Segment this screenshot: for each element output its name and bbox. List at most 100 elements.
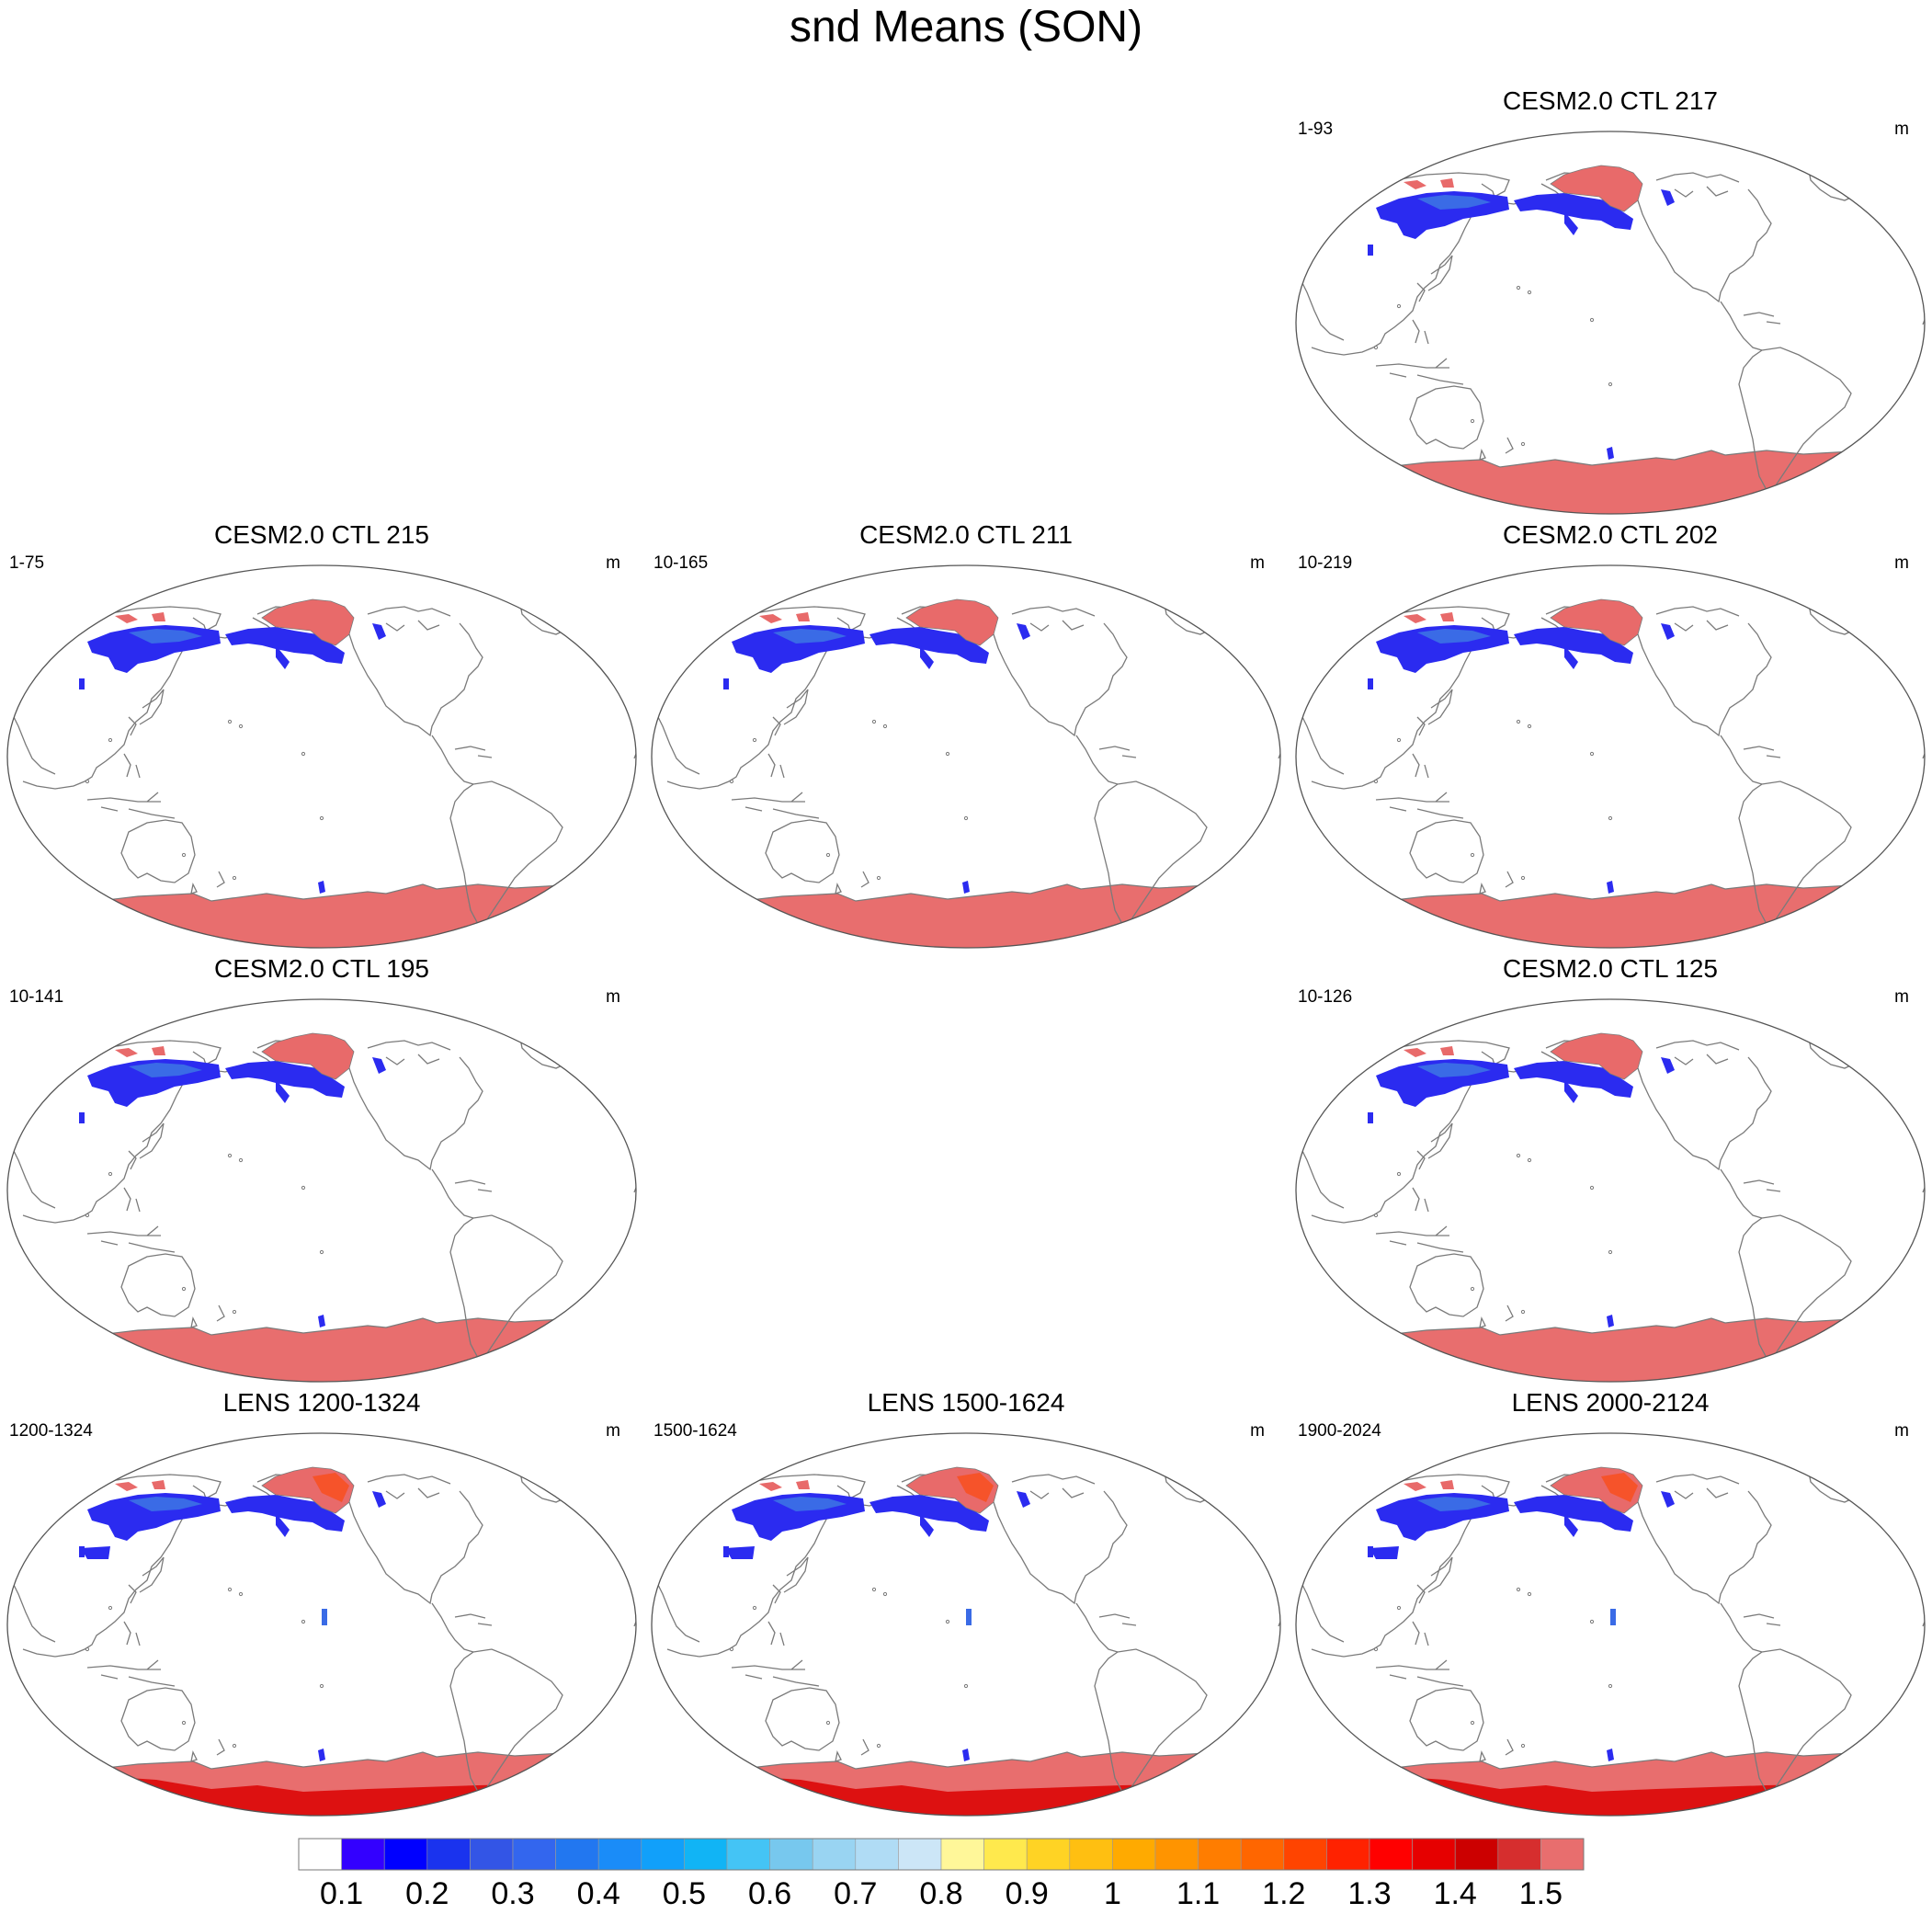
panel-unit: m	[1894, 120, 1909, 139]
panel-year-range: 10-141	[9, 987, 64, 1007]
coastlines	[8, 592, 636, 925]
panel-year-range: 1-93	[1298, 120, 1334, 139]
colorbar-swatch	[1069, 1838, 1113, 1871]
colorbar-swatch	[1326, 1838, 1370, 1871]
snow-depth-field	[1368, 598, 1675, 894]
colorbar-tick-label: 0.1	[320, 1876, 363, 1911]
robinson-map	[1295, 131, 1926, 515]
panel-title: LENS 2000-2124	[1511, 1388, 1710, 1417]
colorbar-tick-label: 0.6	[748, 1876, 791, 1911]
robinson-map	[1295, 564, 1926, 949]
colorbar-swatch	[512, 1838, 556, 1871]
colorbar-tick-label: 0.5	[663, 1876, 706, 1911]
colorbar-swatch	[1540, 1838, 1585, 1871]
snow-depth-field	[79, 1466, 386, 1761]
panel-unit: m	[1894, 987, 1909, 1007]
colorbar-swatch	[426, 1838, 471, 1871]
colorbar-tick-label: 0.3	[491, 1876, 534, 1911]
snow-depth-field	[1368, 1466, 1675, 1761]
snow-depth-field	[79, 1032, 386, 1327]
snow-depth-field	[79, 598, 386, 894]
panel-title: CESM2.0 CTL 202	[1503, 520, 1718, 549]
colorbar-swatch	[1154, 1838, 1199, 1871]
colorbar-swatch	[1454, 1838, 1499, 1871]
map-panel: CESM2.0 CTL 215 1-75 m	[0, 520, 643, 952]
panel-year-range: 1200-1324	[9, 1421, 93, 1441]
panel-unit: m	[606, 553, 620, 573]
colorbar-tick-label: 0.2	[405, 1876, 449, 1911]
colorbar-swatch	[940, 1838, 984, 1871]
map-panel: CESM2.0 CTL 202 10-219 m	[1289, 520, 1932, 952]
colorbar-swatch	[1369, 1838, 1413, 1871]
panel-title: CESM2.0 CTL 195	[214, 954, 429, 983]
panel-year-range: 1-75	[9, 553, 45, 573]
robinson-map	[651, 564, 1281, 949]
panel-unit: m	[1250, 1421, 1265, 1441]
colorbar-swatch	[597, 1838, 642, 1871]
map-panel: LENS 1500-1624 1500-1624 m	[644, 1388, 1288, 1820]
panel-title: CESM2.0 CTL 211	[859, 520, 1073, 549]
map-panel: LENS 2000-2124 1900-2024 m	[1289, 1388, 1932, 1820]
panel-year-range: 10-165	[653, 553, 709, 573]
panel-title: CESM2.0 CTL 217	[1503, 86, 1718, 115]
panel-unit: m	[1250, 553, 1265, 573]
colorbar-tick-label: 0.4	[577, 1876, 620, 1911]
robinson-map	[651, 1432, 1281, 1817]
colorbar-tick-label: 0.7	[834, 1876, 877, 1911]
robinson-map	[6, 1432, 637, 1817]
colorbar-tick-label: 1.4	[1434, 1876, 1477, 1911]
robinson-map	[1295, 998, 1926, 1383]
colorbar-swatch	[298, 1838, 342, 1871]
figure-title: snd Means (SON)	[789, 3, 1143, 51]
colorbar-swatch	[1283, 1838, 1327, 1871]
colorbar-swatch	[1026, 1838, 1071, 1871]
colorbar-swatch	[726, 1838, 770, 1871]
colorbar-swatch	[1112, 1838, 1156, 1871]
map-panel: LENS 1200-1324 1200-1324 m	[0, 1388, 643, 1820]
colorbar-tick-label: 1.5	[1519, 1876, 1563, 1911]
snow-depth-field	[723, 598, 1030, 894]
panel-title: CESM2.0 CTL 215	[214, 520, 429, 549]
robinson-map	[6, 998, 637, 1383]
panel-unit: m	[1894, 553, 1909, 573]
snow-depth-field	[723, 1466, 1030, 1761]
colorbar-swatch	[1198, 1838, 1242, 1871]
snow-depth-field	[1368, 1032, 1675, 1327]
colorbar-swatch	[383, 1838, 428, 1871]
colorbar-swatch	[855, 1838, 899, 1871]
colorbar-tick-label: 1.2	[1262, 1876, 1305, 1911]
colorbar-swatch	[684, 1838, 728, 1871]
colorbar-swatch	[1497, 1838, 1541, 1871]
colorbar-swatch	[470, 1838, 514, 1871]
colorbar-swatch	[1412, 1838, 1456, 1871]
panel-title: CESM2.0 CTL 125	[1503, 954, 1718, 983]
panel-title: LENS 1500-1624	[867, 1388, 1065, 1417]
panel-title: LENS 1200-1324	[222, 1388, 421, 1417]
colorbar-tick-label: 1	[1104, 1876, 1121, 1911]
colorbar-swatch	[341, 1838, 385, 1871]
map-panel: CESM2.0 CTL 217 1-93 m	[1289, 86, 1932, 518]
colorbar-swatch	[641, 1838, 685, 1871]
panel-unit: m	[606, 1421, 620, 1441]
colorbar-swatch	[812, 1838, 857, 1871]
colorbar-swatch	[555, 1838, 599, 1871]
map-panel: CESM2.0 CTL 211 10-165 m	[644, 520, 1288, 952]
colorbar-tick-label: 0.8	[919, 1876, 962, 1911]
colorbar-tick-label: 1.1	[1176, 1876, 1220, 1911]
colorbar-tick-label: 0.9	[1006, 1876, 1049, 1911]
colorbar-swatch	[983, 1838, 1028, 1871]
panel-year-range: 1900-2024	[1298, 1421, 1381, 1441]
colorbar-swatch	[769, 1838, 813, 1871]
panel-unit: m	[606, 987, 620, 1007]
colorbar-tick-label: 1.3	[1347, 1876, 1391, 1911]
panel-year-range: 1500-1624	[653, 1421, 737, 1441]
robinson-map	[6, 564, 637, 949]
robinson-map	[1295, 1432, 1926, 1817]
colorbar-swatch	[1240, 1838, 1285, 1871]
map-panel: CESM2.0 CTL 125 10-126 m	[1289, 954, 1932, 1386]
panel-year-range: 10-126	[1298, 987, 1353, 1007]
colorbar: 0.1 0.2 0.3 0.4 0.5 0.6 0.7 0.8 0.9 1 1.1 1.2 1.3 1.4…	[298, 1838, 1585, 1911]
panel-unit: m	[1894, 1421, 1909, 1441]
panel-year-range: 10-219	[1298, 553, 1353, 573]
snow-depth-field	[1368, 165, 1675, 460]
